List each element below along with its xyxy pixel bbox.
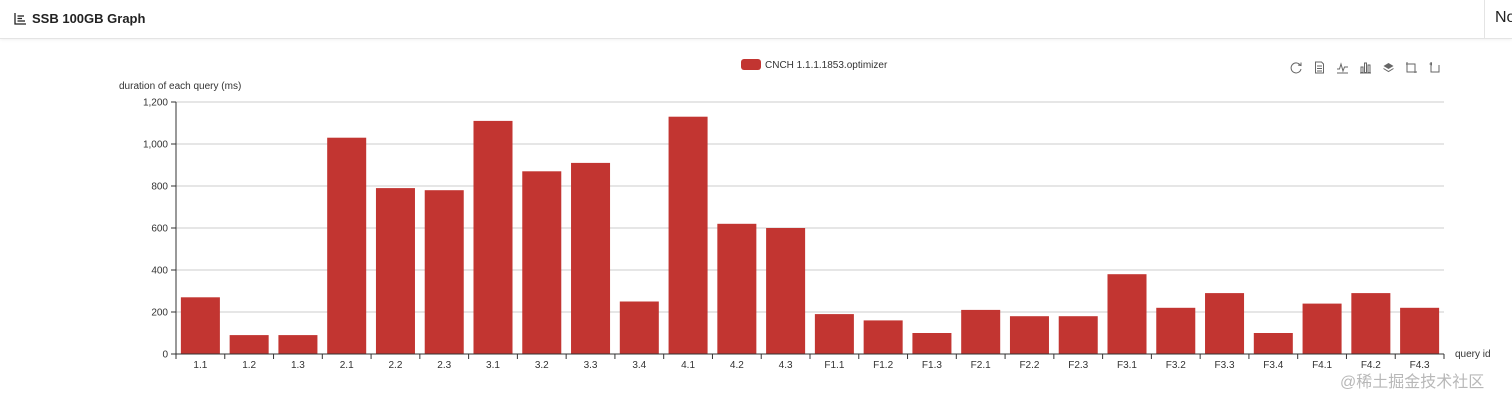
stack-icon[interactable] (1383, 63, 1394, 73)
bar[interactable] (1253, 333, 1293, 354)
x-tick-label: F2.2 (1019, 360, 1039, 371)
bar[interactable] (1107, 274, 1147, 354)
x-axis-label: query id (1455, 349, 1491, 360)
top-bar: SSB 100GB Graph No (0, 0, 1512, 39)
data-view-icon[interactable] (1315, 61, 1324, 74)
bar[interactable] (375, 188, 415, 354)
refresh-icon[interactable] (1290, 62, 1302, 74)
bar[interactable] (863, 320, 903, 354)
x-tick-label: F1.2 (873, 360, 893, 371)
bar[interactable] (668, 116, 708, 354)
x-tick-label: 1.1 (193, 360, 207, 371)
bar[interactable] (1400, 307, 1440, 354)
bar[interactable] (1302, 303, 1342, 354)
x-tick-label: 4.3 (779, 360, 793, 371)
x-tick-label: F1.3 (922, 360, 942, 371)
bar[interactable] (327, 137, 367, 354)
bar[interactable] (717, 223, 757, 354)
legend-swatch[interactable] (741, 59, 761, 70)
x-tick-label: 4.2 (730, 360, 744, 371)
x-tick-label: F4.3 (1410, 360, 1430, 371)
line-chart-icon[interactable] (1337, 62, 1348, 74)
bar-series[interactable] (180, 116, 1440, 355)
legend[interactable]: CNCH 1.1.1.1853.optimizer (741, 59, 888, 71)
page-title: SSB 100GB Graph (32, 11, 146, 26)
x-tick-label: F3.2 (1166, 360, 1186, 371)
bar[interactable] (1205, 293, 1245, 354)
grid-lines (176, 101, 1444, 313)
bar-chart-icon[interactable] (1360, 62, 1371, 74)
y-tick-label: 1,200 (143, 98, 168, 109)
bar[interactable] (180, 297, 220, 354)
x-tick-label: 1.3 (291, 360, 305, 371)
x-tick-label: F4.1 (1312, 360, 1332, 371)
x-tick-label: 2.2 (389, 360, 403, 371)
right-panel-label: No (1495, 9, 1512, 26)
x-tick-label: 4.1 (681, 360, 695, 371)
bar[interactable] (619, 301, 659, 355)
x-tick-label: F2.3 (1068, 360, 1088, 371)
bar[interactable] (814, 314, 854, 354)
bar[interactable] (961, 309, 1001, 354)
bar[interactable] (229, 335, 269, 354)
zoom-icon[interactable] (1406, 62, 1417, 73)
x-tick-label: 2.1 (340, 360, 354, 371)
legend-label[interactable]: CNCH 1.1.1.1853.optimizer (765, 60, 888, 71)
x-tick-label: 2.3 (437, 360, 451, 371)
bar[interactable] (766, 228, 806, 354)
bar[interactable] (424, 190, 464, 354)
bar[interactable] (571, 162, 611, 354)
bar[interactable] (522, 171, 562, 354)
x-tick-label: 3.1 (486, 360, 500, 371)
x-tick-label: 3.3 (584, 360, 598, 371)
x-tick-label: F2.1 (971, 360, 991, 371)
chart-icon (14, 13, 26, 25)
y-axis-ticks: 0 200 400 600 800 1,000 1,200 (143, 98, 176, 361)
toolbox (1290, 61, 1440, 74)
x-tick-label: 3.2 (535, 360, 549, 371)
bar[interactable] (278, 335, 318, 354)
x-tick-label: F1.1 (824, 360, 844, 371)
bar[interactable] (912, 333, 952, 354)
bar[interactable] (1156, 307, 1196, 354)
y-tick-label: 200 (151, 308, 168, 319)
right-panel-button[interactable]: No (1484, 0, 1512, 38)
title-wrap: SSB 100GB Graph (14, 11, 145, 26)
y-tick-label: 800 (151, 182, 168, 193)
y-axis-label: duration of each query (ms) (119, 81, 241, 92)
watermark: @稀土掘金技术社区 (1340, 374, 1485, 391)
bar[interactable] (1058, 316, 1098, 354)
x-tick-label: F3.1 (1117, 360, 1137, 371)
zoom-reset-icon[interactable] (1429, 62, 1440, 73)
y-tick-label: 400 (151, 266, 168, 277)
x-tick-label: F4.2 (1361, 360, 1381, 371)
bar[interactable] (1351, 293, 1391, 354)
y-tick-label: 600 (151, 224, 168, 235)
x-axis-ticks: 1.1 1.2 1.3 2.1 2.2 2.3 3.1 3.2 3.3 3.4 4.1 4.2 4.3 F… (175, 354, 1445, 371)
bar[interactable] (1009, 316, 1049, 354)
x-tick-label: F3.4 (1263, 360, 1283, 371)
x-tick-label: F3.3 (1215, 360, 1235, 371)
y-tick-label: 1,000 (143, 140, 168, 151)
y-tick-label: 0 (162, 350, 168, 361)
x-tick-label: 1.2 (242, 360, 256, 371)
bar[interactable] (473, 120, 513, 355)
x-tick-label: 3.4 (632, 360, 646, 371)
